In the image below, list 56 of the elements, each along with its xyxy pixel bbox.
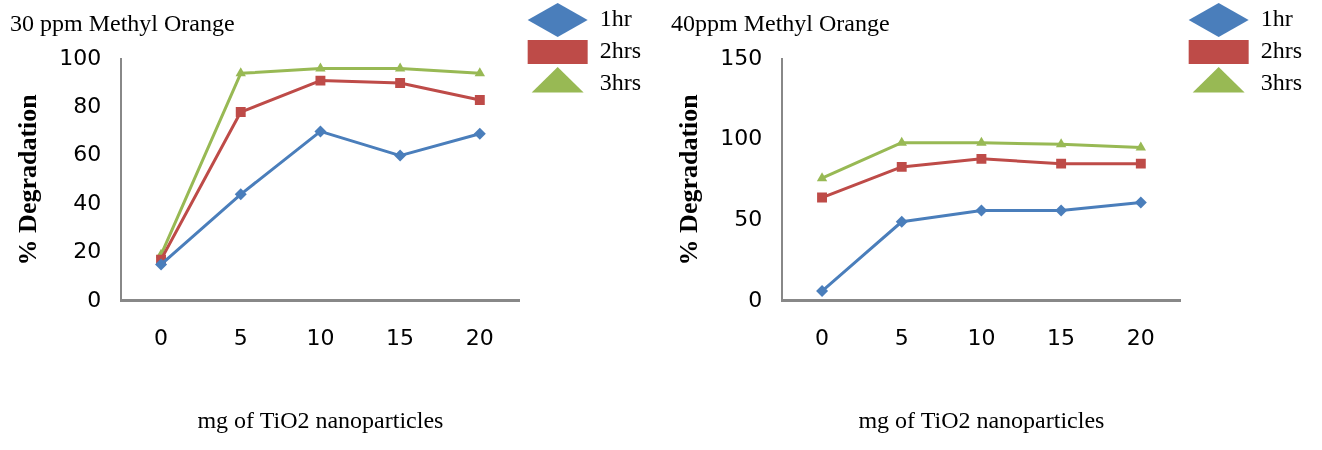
point xyxy=(314,125,327,138)
x-axis-title: mg of TiO2 nanoparticles xyxy=(197,406,444,433)
point xyxy=(816,285,829,298)
legend-label: 1hr xyxy=(599,5,632,32)
point xyxy=(234,188,247,201)
point xyxy=(1135,141,1147,151)
point xyxy=(394,149,407,162)
x-tick-label: 15 xyxy=(1047,324,1076,350)
y-tick-label: 20 xyxy=(73,238,102,264)
x-tick-label: 20 xyxy=(465,324,494,350)
point xyxy=(976,153,987,164)
y-tick-label: 0 xyxy=(748,286,763,312)
legend-label: 1hr xyxy=(1260,5,1293,32)
point xyxy=(235,107,246,117)
legend-label: 3hrs xyxy=(599,69,642,96)
point xyxy=(474,94,485,105)
y-tick-label: 0 xyxy=(87,286,102,312)
legend-label: 3hrs xyxy=(1260,69,1303,96)
y-tick-label: 100 xyxy=(59,44,102,70)
x-tick-label: 15 xyxy=(386,324,415,350)
point xyxy=(235,67,246,77)
point xyxy=(896,161,907,172)
point xyxy=(1134,196,1147,209)
y-tick-label: 40 xyxy=(73,189,102,215)
legend-label: 2hrs xyxy=(1260,37,1303,64)
point xyxy=(976,136,987,146)
y-axis-title: % Degradation xyxy=(674,93,704,266)
x-tick-label: 0 xyxy=(154,324,169,350)
x-tick-label: 0 xyxy=(815,324,830,350)
x-tick-label: 20 xyxy=(1126,324,1155,350)
point xyxy=(1055,204,1068,217)
chart-title: 40ppm Methyl Orange xyxy=(671,9,890,36)
point xyxy=(1055,138,1067,148)
x-tick-label: 5 xyxy=(894,324,909,350)
y-tick-label: 60 xyxy=(73,141,102,167)
legend-label: 2hrs xyxy=(599,37,642,64)
point xyxy=(1056,158,1067,169)
x-tick-label: 10 xyxy=(967,324,996,350)
point xyxy=(817,192,827,203)
y-tick-label: 100 xyxy=(720,125,763,151)
point xyxy=(315,75,326,86)
point xyxy=(895,215,908,228)
y-tick-label: 50 xyxy=(734,205,763,231)
point xyxy=(1135,158,1146,169)
y-tick-label: 150 xyxy=(720,44,763,70)
x-axis-title: mg of TiO2 nanoparticles xyxy=(858,406,1105,433)
point xyxy=(473,127,486,140)
point xyxy=(474,67,486,77)
x-tick-label: 10 xyxy=(306,324,335,350)
x-tick-label: 5 xyxy=(233,324,248,350)
chart-title: 30 ppm Methyl Orange xyxy=(10,9,235,36)
y-axis-title: % Degradation xyxy=(13,93,43,266)
point xyxy=(816,172,828,182)
y-tick-label: 80 xyxy=(73,92,102,118)
point xyxy=(155,258,168,271)
point xyxy=(395,78,406,88)
